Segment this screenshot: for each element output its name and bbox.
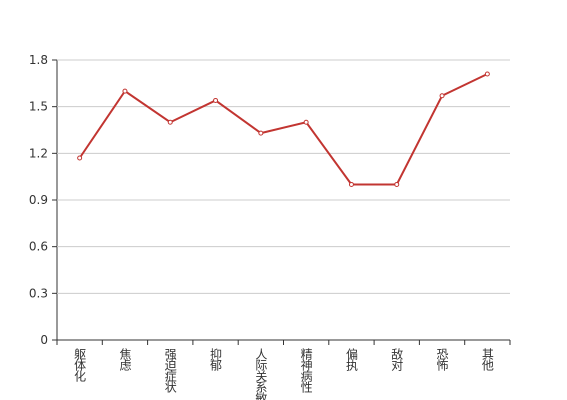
x-tick-label: 其他 — [480, 348, 494, 371]
point — [394, 181, 400, 187]
y-tick-label: 1.2 — [29, 146, 48, 160]
x-tick-label: 强迫症状 — [163, 348, 177, 393]
point — [213, 97, 219, 103]
x-tick-label: 偏执 — [344, 347, 358, 372]
point — [303, 119, 309, 125]
point — [348, 181, 354, 187]
y-tick-label: 1.8 — [29, 53, 48, 67]
point — [77, 155, 83, 161]
x-tick-label: 躯体化 — [73, 347, 87, 383]
point — [258, 130, 264, 136]
x-tick-label: 人际关系敏感 — [254, 348, 268, 400]
point — [167, 119, 173, 125]
x-tick-label: 精神病性 — [299, 348, 313, 394]
x-tick-label: 抑郁 — [209, 347, 223, 372]
point — [439, 93, 445, 99]
y-tick-label: 0 — [40, 333, 48, 347]
x-tick-label: 焦虑 — [118, 348, 132, 371]
y-tick-label: 0.6 — [29, 240, 48, 254]
point — [484, 71, 490, 77]
y-tick-label: 1.5 — [29, 100, 48, 114]
y-tick-label: 0.9 — [29, 193, 48, 207]
x-tick-label: 恐怖 — [435, 348, 449, 371]
x-tick-label: 敌对 — [390, 347, 404, 371]
point — [122, 88, 128, 94]
y-tick-label: 0.3 — [29, 286, 48, 300]
line — [78, 73, 488, 186]
